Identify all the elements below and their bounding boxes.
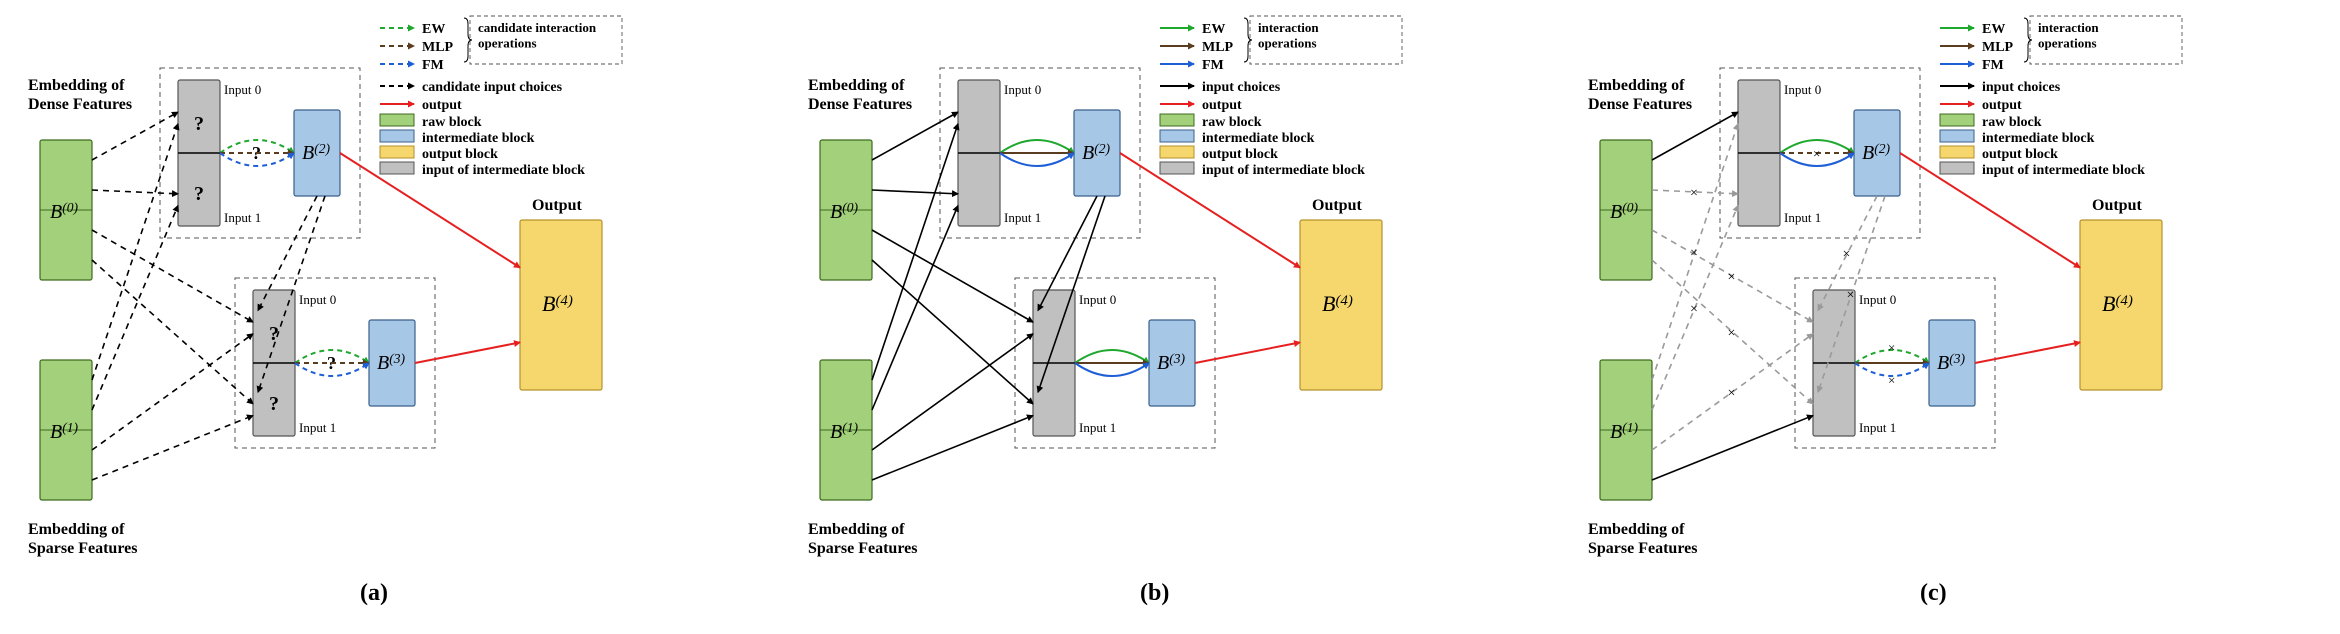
- svg-text:Embedding ofSparse Features: Embedding ofSparse Features: [808, 521, 917, 557]
- svg-text:×: ×: [1690, 186, 1698, 201]
- svg-text:Embedding ofSparse Features: Embedding ofSparse Features: [28, 521, 137, 557]
- svg-text:Input 0: Input 0: [1859, 292, 1896, 307]
- svg-text:FM: FM: [422, 58, 444, 73]
- svg-text:×: ×: [1690, 246, 1698, 261]
- legend: EW MLP FM interactionoperations input choice…: [1160, 16, 1402, 178]
- svg-text:×: ×: [1728, 326, 1736, 341]
- svg-text:Input 1: Input 1: [1784, 210, 1821, 225]
- edge-B0_to_B2_in1: [872, 190, 958, 194]
- legend: EW MLP FM candidate interactionoperations ca…: [380, 16, 622, 178]
- op-ew-B3: [1075, 350, 1149, 363]
- svg-text:output block: output block: [1982, 147, 2058, 162]
- svg-text:input choices: input choices: [1982, 80, 2061, 95]
- svg-text:?: ?: [194, 113, 204, 135]
- svg-text:FM: FM: [1202, 58, 1224, 73]
- panel-a: B(0)B(1)B(2)B(3)B(4)Input 0Input 1Input …: [28, 16, 622, 606]
- svg-text:Input 1: Input 1: [1079, 420, 1116, 435]
- svg-text:candidate input choices: candidate input choices: [422, 80, 563, 95]
- svg-text:Input 0: Input 0: [1004, 82, 1041, 97]
- svg-text:input of intermediate block: input of intermediate block: [1982, 163, 2145, 178]
- svg-text:Input 0: Input 0: [1784, 82, 1821, 97]
- panel-label-a: (a): [360, 580, 388, 606]
- svg-text:EW: EW: [1982, 22, 2005, 37]
- svg-text:Input 1: Input 1: [299, 420, 336, 435]
- svg-text:raw block: raw block: [1982, 115, 2042, 130]
- svg-text:×: ×: [1888, 340, 1895, 355]
- svg-text:Input 0: Input 0: [1079, 292, 1116, 307]
- svg-text:MLP: MLP: [422, 40, 454, 55]
- edge-B1_to_B2_in1: [92, 206, 178, 410]
- svg-text:input of intermediate block: input of intermediate block: [1202, 163, 1365, 178]
- svg-text:Input 0: Input 0: [224, 82, 261, 97]
- edge-B1_to_B2_in0: [872, 124, 958, 380]
- svg-text:EW: EW: [1202, 22, 1225, 37]
- edge-B0_to_B3_in1: [92, 260, 253, 404]
- svg-text:Input 1: Input 1: [1004, 210, 1041, 225]
- svg-text:Output: Output: [2092, 197, 2142, 214]
- svg-text:intermediate block: intermediate block: [1202, 131, 1315, 146]
- edge-B1_to_B2_in1: [872, 206, 958, 410]
- svg-text:×: ×: [1728, 270, 1736, 285]
- svg-text:×: ×: [1847, 288, 1855, 303]
- svg-text:interactionoperations: interactionoperations: [2038, 20, 2099, 51]
- svg-text:Embedding ofDense Features: Embedding ofDense Features: [1588, 77, 1692, 113]
- svg-text:MLP: MLP: [1202, 40, 1234, 55]
- svg-text:×: ×: [1888, 372, 1895, 387]
- edge-B1_to_B2_in0: [92, 124, 178, 380]
- op-ew-B2: [1000, 140, 1074, 153]
- legend: EW MLP FM interactionoperations input choice…: [1940, 16, 2182, 178]
- svg-text:Input 0: Input 0: [299, 292, 336, 307]
- panel-c: B(0)B(1)B(2)B(3)B(4)Input 0Input 1Input …: [1588, 16, 2182, 606]
- svg-text:?: ?: [269, 393, 279, 415]
- svg-text:EW: EW: [422, 22, 445, 37]
- svg-text:Output: Output: [532, 197, 582, 214]
- svg-text:×: ×: [1843, 247, 1851, 262]
- edge-B0_to_B2_in1: [92, 190, 178, 194]
- svg-text:Embedding ofSparse Features: Embedding ofSparse Features: [1588, 521, 1697, 557]
- svg-text:raw block: raw block: [422, 115, 482, 130]
- out-b3: [1975, 342, 2080, 363]
- edge-B0_to_B2_in0: [1652, 112, 1738, 160]
- edge-B1_to_B3_in1: [92, 416, 253, 480]
- svg-text:intermediate block: intermediate block: [1982, 131, 2095, 146]
- panel-label-b: (b): [1140, 580, 1169, 606]
- svg-text:output block: output block: [1202, 147, 1278, 162]
- svg-text:output: output: [1982, 98, 2022, 113]
- edge-B1_to_B3_in1: [1652, 416, 1813, 480]
- svg-text:input choices: input choices: [1202, 80, 1281, 95]
- svg-text:candidate interactionoperation: candidate interactionoperations: [478, 20, 597, 51]
- out-b3: [1195, 342, 1300, 363]
- edge-B1_to_B3_in1: [872, 416, 1033, 480]
- svg-text:input of intermediate block: input of intermediate block: [422, 163, 585, 178]
- svg-text:output: output: [1202, 98, 1242, 113]
- edge-B1_to_B3_in0: [92, 334, 253, 450]
- out-b3: [415, 342, 520, 363]
- panel-b: B(0)B(1)B(2)B(3)B(4)Input 0Input 1Input …: [808, 16, 1402, 606]
- svg-text:?: ?: [194, 183, 204, 205]
- svg-text:Output: Output: [1312, 197, 1362, 214]
- svg-text:Input 1: Input 1: [224, 210, 261, 225]
- svg-text:raw block: raw block: [1202, 115, 1262, 130]
- op-fm-B3: [1075, 363, 1149, 376]
- edge-B0_to_B2_in0: [872, 112, 958, 160]
- svg-text:Embedding ofDense Features: Embedding ofDense Features: [808, 77, 912, 113]
- svg-text:MLP: MLP: [1982, 40, 2014, 55]
- svg-text:FM: FM: [1982, 58, 2004, 73]
- edge-B0_to_B2_in0: [92, 112, 178, 160]
- svg-text:×: ×: [1690, 302, 1698, 317]
- svg-text:Embedding ofDense Features: Embedding ofDense Features: [28, 77, 132, 113]
- svg-text:×: ×: [1813, 146, 1820, 161]
- edge-B0_to_B3_in0: [92, 230, 253, 322]
- svg-text:interactionoperations: interactionoperations: [1258, 20, 1319, 51]
- svg-text:×: ×: [1728, 386, 1736, 401]
- edge-B0_to_B3_in1: [872, 260, 1033, 404]
- panel-label-c: (c): [1920, 580, 1947, 606]
- svg-text:output block: output block: [422, 147, 498, 162]
- svg-text:output: output: [422, 98, 462, 113]
- op-fm-B2: [1000, 153, 1074, 166]
- svg-text:intermediate block: intermediate block: [422, 131, 535, 146]
- svg-text:Input 1: Input 1: [1859, 420, 1896, 435]
